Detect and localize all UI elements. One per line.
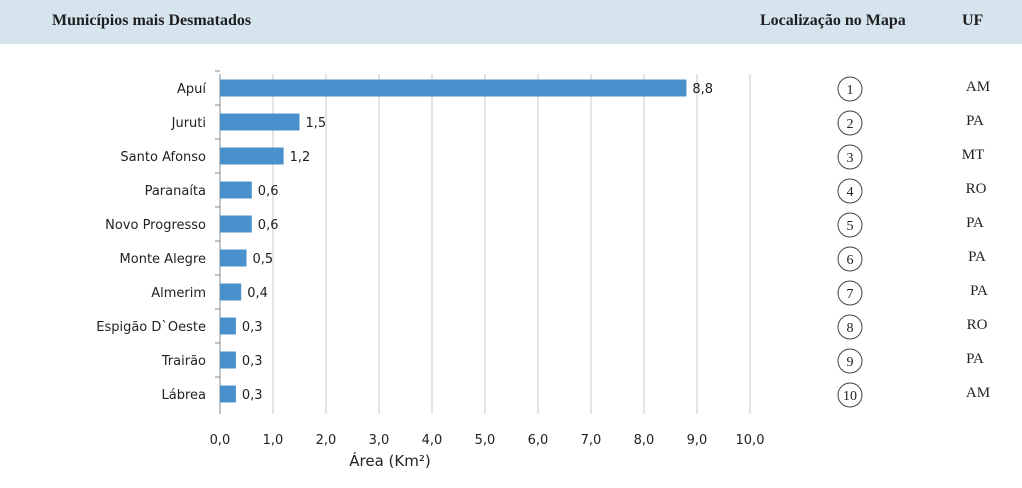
bar [220, 79, 687, 97]
uf-value: AM [966, 385, 990, 401]
map-location-number: 10 [843, 389, 857, 404]
data-label: 0,3 [242, 320, 263, 335]
category-label: Monte Alegre [120, 252, 206, 267]
bar [220, 351, 236, 369]
x-tick-label: 9,0 [687, 433, 708, 448]
map-location-marker [837, 348, 863, 374]
uf-column-header: UF [962, 12, 984, 29]
data-label: 0,3 [242, 388, 263, 403]
map-location-number: 2 [847, 117, 854, 132]
uf-value: AM [966, 79, 990, 95]
uf-value: PA [970, 283, 988, 299]
category-label: Lábrea [162, 388, 206, 403]
map-location-marker [837, 178, 863, 204]
map-location-number: 7 [847, 287, 854, 302]
data-label: 0,6 [258, 184, 279, 199]
x-tick-label: 3,0 [369, 433, 390, 448]
x-tick-label: 6,0 [528, 433, 549, 448]
category-label: Trairão [161, 354, 206, 369]
data-label: 1,2 [290, 150, 311, 165]
map-location-number: 9 [847, 355, 854, 370]
data-label: 0,6 [258, 218, 279, 233]
map-location-number: 8 [847, 321, 854, 336]
uf-value: RO [966, 181, 987, 197]
category-label: Santo Afonso [120, 150, 206, 165]
map-location-marker [837, 110, 863, 136]
map-location-number: 6 [847, 253, 854, 268]
map-location-marker [837, 144, 863, 170]
data-label: 0,3 [242, 354, 263, 369]
data-label: 8,8 [692, 82, 713, 97]
bar [220, 215, 252, 233]
x-tick-label: 7,0 [581, 433, 602, 448]
map-location-marker [837, 212, 863, 238]
bar [220, 317, 236, 335]
bar [220, 249, 247, 267]
map-location-marker [837, 314, 863, 340]
bar [220, 147, 284, 165]
bar [220, 181, 252, 199]
location-column-header: Localização no Mapa [760, 12, 906, 29]
uf-value: MT [962, 147, 985, 163]
map-location-number: 1 [847, 83, 854, 98]
map-location-number: 4 [847, 185, 854, 200]
category-label: Juruti [171, 116, 206, 131]
category-label: Paranaíta [145, 184, 206, 199]
uf-value: PA [966, 215, 984, 231]
header-bar: Municípios mais Desmatados Localização n… [0, 0, 1022, 44]
map-location-marker [837, 246, 863, 272]
uf-value: RO [967, 317, 988, 333]
x-tick-label: 4,0 [422, 433, 443, 448]
data-label: 0,5 [253, 252, 274, 267]
data-label: 1,5 [306, 116, 327, 131]
data-label: 0,4 [247, 286, 268, 301]
bar [220, 385, 236, 403]
uf-value: PA [966, 351, 984, 367]
map-location-marker [837, 382, 863, 408]
bar-chart: 0,0 1,0 2,0 3,0 4,0 5,0 6,0 7,0 8,0 9,0 10,0 Apuí 8,… [96, 70, 990, 470]
x-tick-label: 0,0 [210, 433, 231, 448]
uf-value: PA [968, 249, 986, 265]
x-tick-label: 10,0 [736, 433, 765, 448]
x-axis-title: Área (Km²) [349, 451, 430, 470]
x-tick-label: 8,0 [634, 433, 655, 448]
x-tick-label: 2,0 [316, 433, 337, 448]
map-location-marker [837, 76, 863, 102]
x-tick-label: 1,0 [263, 433, 284, 448]
bar [220, 113, 300, 131]
uf-value: PA [966, 113, 984, 129]
category-label: Apuí [177, 82, 206, 97]
map-location-number: 5 [847, 219, 854, 234]
category-label: Novo Progresso [105, 218, 206, 233]
bar [220, 283, 242, 301]
page-title: Municípios mais Desmatados [52, 12, 252, 29]
category-label: Espigão D`Oeste [96, 320, 206, 335]
x-tick-label: 5,0 [475, 433, 496, 448]
category-label: Almerim [151, 286, 206, 301]
map-location-marker [837, 280, 863, 306]
map-location-number: 3 [847, 151, 854, 166]
